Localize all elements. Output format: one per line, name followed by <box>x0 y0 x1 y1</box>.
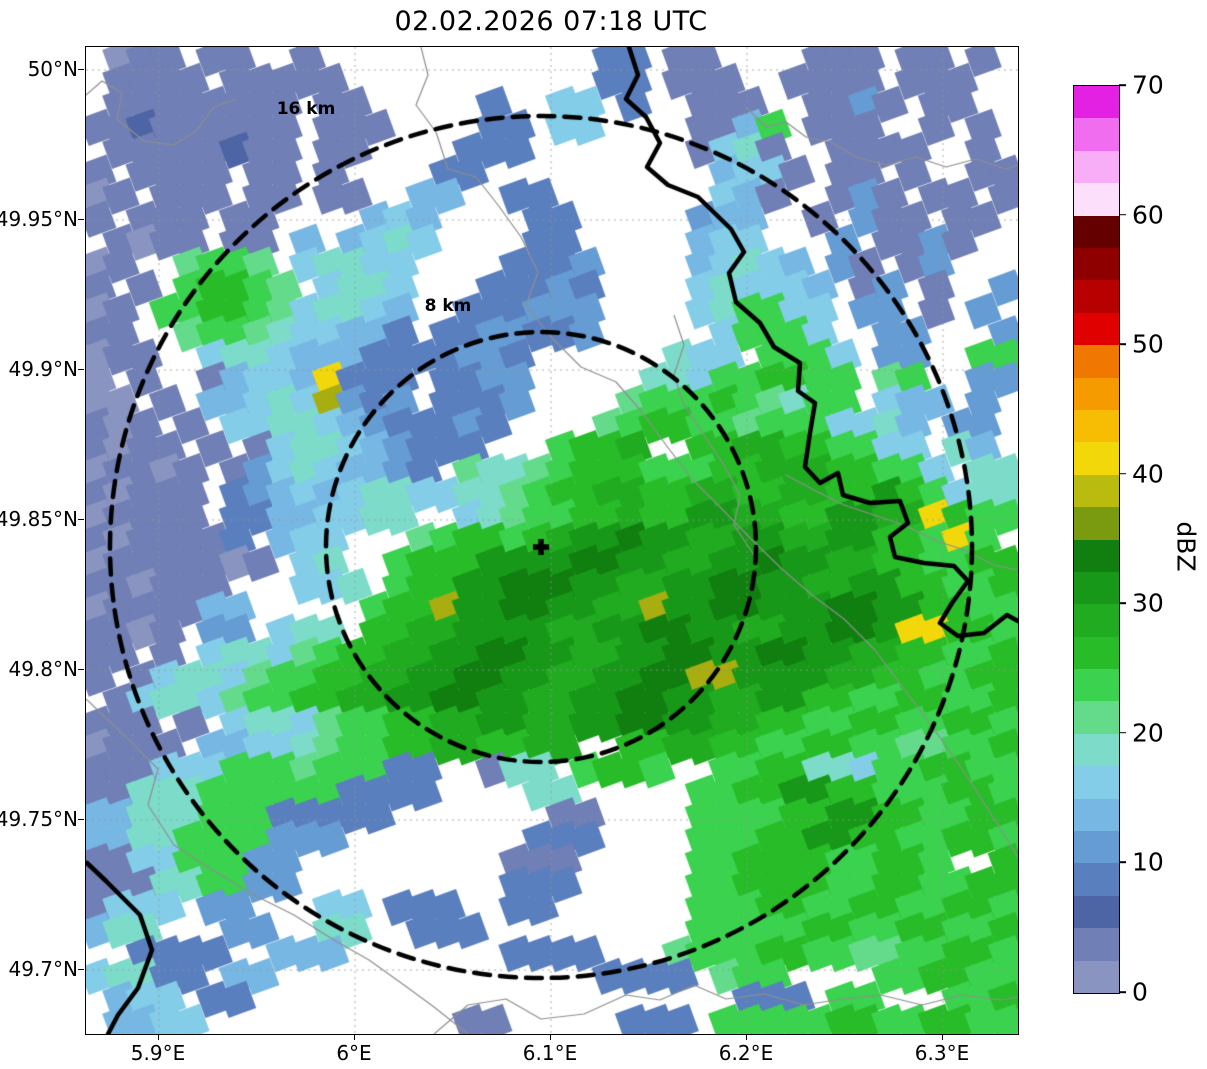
colorbar-segment <box>1074 409 1119 443</box>
colorbar-tick-label: 50 <box>1132 329 1164 359</box>
colorbar-segment <box>1074 507 1119 540</box>
colorbar-tick-label: 70 <box>1132 70 1164 100</box>
colorbar-segment <box>1074 960 1119 993</box>
x-tick-label: 6.1°E <box>522 1041 578 1065</box>
y-tick-label: 49.75°N <box>0 807 78 831</box>
colorbar-segment <box>1074 701 1119 734</box>
colorbar-segment <box>1074 86 1119 119</box>
range-ring-label: 8 km <box>424 296 472 316</box>
colorbar-tick-mark <box>1119 213 1126 216</box>
figure-title: 02.02.2026 07:18 UTC <box>394 6 708 37</box>
x-tick-mark <box>354 1034 356 1040</box>
colorbar-segment <box>1074 183 1119 216</box>
colorbar-tick-mark <box>1119 602 1126 605</box>
colorbar-segment <box>1074 312 1119 346</box>
colorbar-segment <box>1074 150 1119 184</box>
colorbar <box>1073 85 1120 994</box>
x-tick-label: 6.2°E <box>718 1041 774 1065</box>
colorbar-unit-label: dBZ <box>1171 521 1201 572</box>
colorbar-tick-label: 20 <box>1132 718 1164 748</box>
range-ring-label: 16 km <box>276 99 336 119</box>
x-tick-label: 5.9°E <box>130 1041 186 1065</box>
y-tick-mark <box>78 969 84 971</box>
x-tick-label: 6°E <box>336 1041 372 1065</box>
colorbar-segment <box>1074 928 1119 961</box>
y-tick-label: 49.7°N <box>8 957 79 981</box>
y-tick-label: 49.95°N <box>0 207 78 231</box>
colorbar-segment <box>1074 377 1119 410</box>
y-tick-label: 50°N <box>27 57 78 81</box>
colorbar-segment <box>1074 280 1119 313</box>
colorbar-tick-mark <box>1119 861 1126 864</box>
colorbar-segment <box>1074 215 1119 249</box>
colorbar-segment <box>1074 733 1119 767</box>
y-tick-mark <box>78 519 84 521</box>
y-tick-mark <box>78 219 84 221</box>
y-tick-mark <box>78 669 84 671</box>
x-tick-mark <box>942 1034 944 1040</box>
colorbar-segment <box>1074 118 1119 151</box>
colorbar-segment <box>1074 571 1119 605</box>
colorbar-segment <box>1074 442 1119 475</box>
colorbar-tick-label: 40 <box>1132 459 1164 489</box>
y-tick-label: 49.8°N <box>8 657 79 681</box>
y-tick-mark <box>78 369 84 371</box>
colorbar-tick-mark <box>1119 991 1126 993</box>
x-tick-mark <box>550 1034 552 1040</box>
colorbar-tick-mark <box>1119 472 1126 475</box>
x-tick-mark <box>746 1034 748 1040</box>
colorbar-tick-mark <box>1119 343 1126 345</box>
colorbar-segment <box>1074 831 1119 864</box>
colorbar-tick-mark <box>1119 732 1126 734</box>
y-tick-label: 49.9°N <box>8 357 79 381</box>
x-tick-mark <box>158 1034 160 1040</box>
colorbar-segment <box>1074 798 1119 832</box>
colorbar-segment <box>1074 474 1119 508</box>
colorbar-segment <box>1074 636 1119 670</box>
colorbar-segment <box>1074 863 1119 896</box>
colorbar-tick-label: 30 <box>1132 588 1164 618</box>
y-tick-label: 49.85°N <box>0 507 78 531</box>
colorbar-segment <box>1074 895 1119 929</box>
colorbar-tick-label: 60 <box>1132 200 1164 230</box>
colorbar-segment <box>1074 539 1119 572</box>
radar-map-panel: 8 km 16 km <box>85 46 1019 1035</box>
colorbar-segment <box>1074 345 1119 378</box>
y-tick-mark <box>78 69 84 71</box>
y-tick-mark <box>78 819 84 821</box>
radar-canvas <box>86 47 1018 1034</box>
colorbar-segment <box>1074 604 1119 637</box>
colorbar-segment <box>1074 766 1119 799</box>
colorbar-segment <box>1074 669 1119 702</box>
x-tick-label: 6.3°E <box>914 1041 970 1065</box>
colorbar-tick-label: 10 <box>1132 847 1164 877</box>
colorbar-tick-label: 0 <box>1132 977 1148 1007</box>
colorbar-segment <box>1074 248 1119 281</box>
colorbar-tick-mark <box>1119 84 1126 86</box>
